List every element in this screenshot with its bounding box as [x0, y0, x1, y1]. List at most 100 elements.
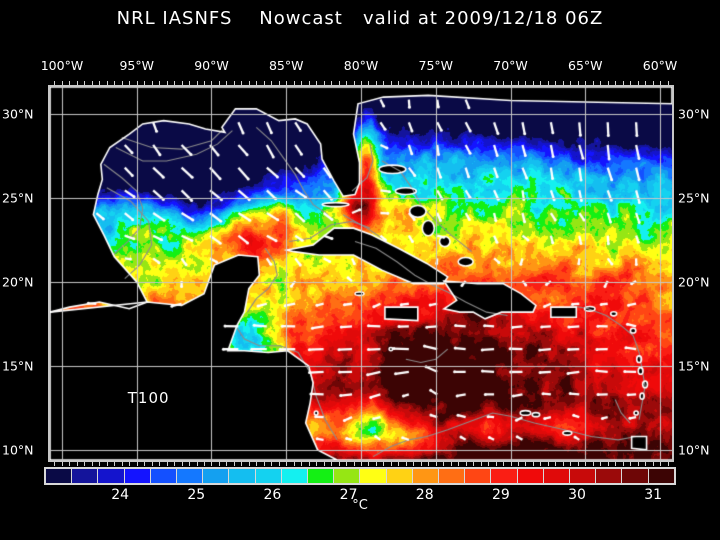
- lon-label-8: 60°W: [642, 58, 678, 73]
- colorbar-swatch-8: [255, 469, 282, 483]
- lon-label-4: 80°W: [343, 58, 379, 73]
- lon-tick: [189, 81, 191, 85]
- lon-tick: [420, 462, 422, 466]
- lon-tick: [121, 81, 123, 85]
- lon-tick: [398, 81, 400, 85]
- lon-tick: [585, 462, 587, 466]
- lon-tick: [361, 81, 362, 85]
- lon-tick: [458, 81, 460, 85]
- lon-tick: [353, 462, 355, 466]
- lon-tick: [443, 81, 445, 85]
- colorbar-tick-24: 24: [111, 487, 130, 503]
- lon-tick: [562, 462, 564, 466]
- lon-tick: [308, 462, 310, 466]
- lon-tick: [503, 462, 505, 466]
- lon-label-1: 95°W: [119, 58, 154, 73]
- lon-tick: [136, 462, 138, 466]
- lat-label-right-0: 30°N: [678, 106, 710, 122]
- lon-tick: [607, 81, 609, 85]
- lat-label-left-4: 10°N: [2, 442, 34, 458]
- lon-tick: [271, 81, 273, 85]
- lon-tick: [495, 81, 497, 85]
- lon-tick: [144, 81, 146, 85]
- lon-tick: [465, 81, 467, 85]
- lon-tick: [129, 462, 131, 466]
- lon-tick: [510, 462, 512, 466]
- colorbar-swatch-6: [203, 469, 230, 483]
- lon-tick: [286, 462, 288, 466]
- lon-tick: [301, 81, 303, 85]
- lon-tick: [241, 462, 243, 466]
- lon-tick: [405, 81, 407, 85]
- lon-tick: [61, 462, 63, 466]
- sst-field-canvas: [50, 87, 672, 460]
- lon-tick: [398, 462, 400, 466]
- lon-tick: [443, 462, 445, 466]
- lon-tick: [129, 81, 131, 85]
- lon-tick: [323, 462, 325, 466]
- lon-tick: [592, 462, 594, 466]
- lon-tick: [331, 81, 333, 85]
- lon-tick: [547, 81, 549, 85]
- lon-tick: [196, 81, 198, 85]
- colorbar-swatch-4: [150, 469, 178, 483]
- lon-tick: [383, 81, 385, 85]
- colorbar-tick-28: 28: [415, 487, 434, 503]
- lon-tick: [174, 462, 176, 466]
- lon-tick: [263, 81, 265, 85]
- lon-tick: [420, 81, 422, 85]
- colorbar-tick-25: 25: [187, 487, 206, 503]
- lon-tick: [450, 81, 452, 85]
- lon-tick: [346, 81, 348, 85]
- lat-label-left-3: 15°N: [2, 358, 34, 374]
- lon-tick: [301, 462, 303, 466]
- lon-tick: [660, 462, 662, 466]
- colorbar-swatch-22: [622, 469, 649, 483]
- lon-tick: [637, 462, 639, 466]
- lat-label-right-3: 15°N: [678, 358, 710, 374]
- lon-tick: [76, 81, 78, 85]
- colorbar-swatch-14: [412, 469, 440, 483]
- lon-tick: [211, 462, 213, 466]
- lon-tick: [99, 462, 101, 466]
- colorbar-swatch-7: [229, 469, 256, 483]
- map-plot-area[interactable]: [48, 85, 674, 462]
- lon-tick: [271, 462, 273, 466]
- lon-tick: [480, 81, 482, 85]
- lon-tick: [361, 462, 362, 466]
- lon-tick: [622, 81, 624, 85]
- lon-tick: [99, 81, 101, 85]
- lon-tick: [570, 81, 572, 85]
- lon-tick: [204, 462, 205, 466]
- colorbar-swatch-9: [281, 469, 309, 483]
- lon-tick: [166, 81, 168, 85]
- lon-tick: [435, 462, 437, 466]
- lon-tick: [196, 462, 198, 466]
- lon-tick: [106, 81, 108, 85]
- lon-tick: [293, 462, 295, 466]
- colorbar-tick-31: 31: [644, 487, 663, 503]
- colorbar[interactable]: [44, 467, 676, 485]
- lon-tick: [495, 462, 497, 466]
- colorbar-swatch-23: [648, 469, 674, 483]
- colorbar-swatch-13: [386, 469, 413, 483]
- lon-tick: [368, 462, 370, 466]
- lon-tick: [652, 462, 654, 466]
- lon-label-6: 70°W: [493, 58, 528, 73]
- lon-tick: [308, 81, 310, 85]
- lon-tick: [510, 81, 512, 85]
- lon-label-0: 100°W: [40, 58, 84, 73]
- lon-tick: [226, 81, 228, 85]
- lon-tick: [473, 81, 475, 85]
- lon-tick: [480, 462, 482, 466]
- lon-tick: [211, 81, 213, 85]
- lon-tick: [652, 81, 654, 85]
- lon-tick: [600, 462, 602, 466]
- lon-tick: [540, 81, 542, 85]
- lon-tick: [69, 81, 71, 85]
- lon-tick: [525, 81, 527, 85]
- lon-tick: [278, 81, 280, 85]
- lon-tick: [151, 81, 153, 85]
- lon-tick: [660, 81, 662, 85]
- lon-tick: [144, 462, 146, 466]
